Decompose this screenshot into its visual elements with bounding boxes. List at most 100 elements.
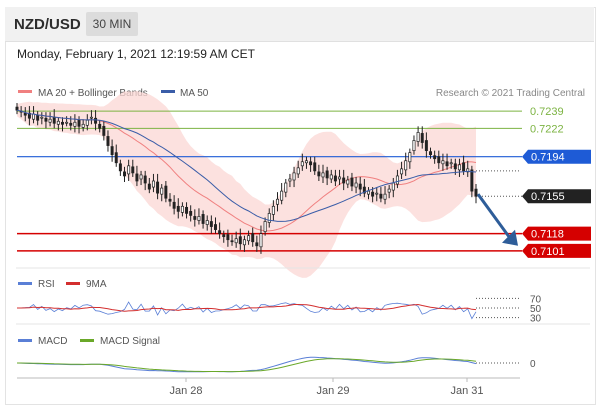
rsi-legend: RSI 9MA: [18, 279, 107, 290]
bollinger-legend-swatch: [18, 90, 32, 93]
macd-signal-line: [17, 358, 477, 373]
candle-body: [15, 106, 19, 111]
candle-body: [259, 233, 263, 248]
candle-body: [193, 216, 197, 220]
price-legend: MA 20 + Bollinger Bands MA 50 Research ©…: [18, 88, 585, 99]
candle-body: [375, 192, 379, 195]
candle-body: [462, 162, 466, 172]
resistance-level-label: 0.7239: [530, 106, 564, 118]
forecast-arrow-shaft: [476, 193, 511, 238]
x-tick-label: Jan 28: [169, 385, 202, 397]
candle-body: [180, 205, 184, 213]
candle-body: [346, 179, 350, 185]
candle-body: [234, 238, 238, 244]
candle-body: [416, 132, 420, 142]
candle-body: [226, 234, 230, 241]
candle-body: [366, 190, 370, 195]
timeframe-button[interactable]: 30 MIN: [86, 12, 138, 36]
candle-body: [160, 187, 164, 195]
candle-body: [69, 122, 73, 126]
candle-body: [379, 193, 383, 199]
candle-body: [433, 155, 437, 160]
macd-legend-swatch: [18, 339, 32, 342]
candle-body: [457, 164, 461, 171]
candle-body: [127, 165, 131, 175]
pivot-level-tag: [522, 149, 591, 164]
rsi-level-label: 70: [530, 294, 542, 305]
candle-body: [143, 175, 147, 184]
candle-body: [424, 140, 428, 151]
candle-body: [110, 146, 114, 156]
candle-body: [371, 191, 375, 197]
candle-body: [106, 136, 110, 146]
candle-body: [213, 224, 217, 230]
candle-body: [230, 240, 234, 243]
candle-body: [197, 216, 201, 221]
rsi-legend-label: RSI: [38, 279, 55, 290]
candle-body: [317, 171, 321, 177]
rsi-level-label: 30: [530, 314, 542, 325]
candle-body: [176, 205, 180, 212]
bollinger-band-area: [17, 91, 476, 278]
candle-body: [164, 185, 168, 199]
candle-body: [470, 169, 474, 192]
candle-body: [205, 220, 209, 225]
macd-signal-legend-swatch: [80, 339, 94, 342]
candle-body: [131, 166, 135, 174]
candle-body: [453, 163, 457, 170]
rsi-level-label: 50: [530, 304, 542, 315]
candle-body: [300, 161, 304, 167]
pivot-level-label: 0.7194: [531, 152, 565, 164]
candle-body: [383, 193, 387, 200]
candle-body: [48, 118, 52, 123]
candle-body: [168, 198, 172, 202]
bollinger-bands: [16, 91, 477, 278]
candle-body: [98, 123, 102, 129]
candle-body: [201, 214, 205, 224]
candle-body: [404, 160, 408, 171]
ma50-legend-label: MA 50: [180, 88, 209, 99]
x-tick-label: Jan 31: [450, 385, 483, 397]
macd-signal-legend-label: MACD Signal: [100, 336, 160, 347]
candle-body: [288, 178, 292, 182]
candle-body: [139, 174, 143, 180]
moving-averages: [16, 109, 477, 222]
candle-body: [284, 182, 288, 193]
candle-body: [391, 182, 395, 191]
candle-body: [172, 201, 176, 209]
macd-legend-label: MACD: [38, 336, 67, 347]
candle-body: [420, 133, 424, 143]
candle-body: [32, 113, 36, 120]
candle-body: [44, 117, 48, 122]
forecast-arrow: [476, 193, 518, 246]
candle-body: [329, 174, 333, 180]
support-level-label: 0.7101: [531, 246, 565, 258]
candle-body: [27, 112, 31, 119]
ma50-legend-swatch: [161, 90, 175, 93]
macd-zero-label: 0: [530, 359, 536, 370]
candle-body: [73, 121, 77, 127]
candle-body: [52, 116, 56, 124]
candle-body: [333, 175, 337, 182]
candle-body: [23, 112, 27, 116]
candle-body: [251, 233, 255, 243]
resistance-level-label: 0.7222: [530, 123, 564, 135]
bollinger-legend-label: MA 20 + Bollinger Bands: [38, 88, 148, 99]
candle-body: [276, 198, 280, 205]
rsi-ma-legend-swatch: [66, 282, 80, 285]
candle-body: [354, 182, 358, 188]
candle-body: [412, 140, 416, 151]
candle-body: [296, 167, 300, 175]
candle-body: [304, 160, 308, 164]
candle-body: [151, 180, 155, 188]
candle-body: [118, 163, 122, 172]
candle-body: [358, 183, 362, 190]
candle-body: [65, 121, 69, 124]
x-axis-ticks: Jan 28 Jan 29 Jan 31: [169, 378, 484, 397]
candle-body: [114, 152, 118, 164]
candle-body: [89, 116, 93, 119]
candle-body: [313, 162, 317, 172]
candle-body: [395, 175, 399, 185]
